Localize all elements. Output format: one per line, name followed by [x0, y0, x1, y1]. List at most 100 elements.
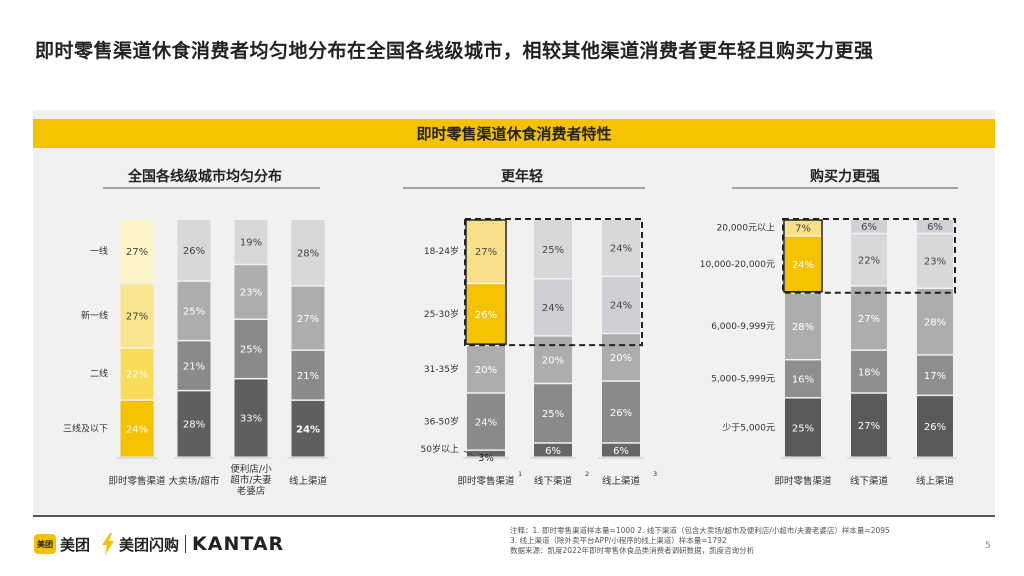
bar-segment [291, 286, 325, 350]
data-label: 24% [542, 303, 564, 314]
data-label: 6% [861, 222, 877, 233]
data-label: 27% [297, 314, 319, 325]
bar-segment [467, 284, 505, 345]
bar-segment [534, 443, 572, 457]
footnotes: 注释：1. 即时零售渠道样本量=1000 2. 线下渠道（包含大卖场/超市及便利… [510, 526, 890, 556]
page-title: 即时零售渠道休食消费者均匀地分布在全国各线级城市，相较其他渠道消费者更年轻且购买… [35, 40, 874, 62]
bar-segment [234, 319, 268, 378]
category-label: 超市/夫妻 [230, 474, 272, 486]
bar-segment [851, 286, 887, 350]
data-label: 26% [183, 246, 205, 257]
meituan-logo-badge: 美团 [34, 534, 56, 554]
data-label: 26% [475, 310, 497, 321]
data-label: 16% [792, 374, 814, 385]
bar-segment [467, 450, 505, 457]
data-label: 21% [297, 371, 319, 382]
bar-segment [785, 398, 821, 457]
data-label: 25% [542, 409, 564, 420]
data-label: 24% [792, 260, 814, 271]
bar-segment [602, 381, 640, 443]
leader-line [463, 450, 475, 457]
bar-segment [602, 443, 640, 457]
series-label: 三线及以下 [63, 422, 108, 434]
highlight-frame [782, 218, 956, 294]
bar-segment [291, 400, 325, 457]
chart-title: 全国各线级城市均匀分布 [127, 168, 282, 185]
bar-segment [785, 236, 821, 293]
data-label: 24% [610, 244, 632, 255]
series-label: 10,000-20,000元 [700, 260, 775, 270]
bar-segment [602, 277, 640, 333]
logo-separator [185, 535, 187, 553]
highlight-first-bar-outline [783, 219, 823, 293]
data-label: 6% [545, 446, 561, 457]
data-label: 7% [795, 223, 811, 234]
data-label: 33% [240, 414, 262, 425]
data-label: 18% [858, 367, 880, 378]
panel-banner: 即时零售渠道休食消费者特性 [33, 119, 995, 148]
category-label: 即时零售渠道 [774, 475, 832, 487]
footnote-line: 注释：1. 即时零售渠道样本量=1000 2. 线下渠道（包含大卖场/超市及便利… [510, 526, 890, 535]
data-label: 25% [542, 245, 564, 256]
bar-segment [291, 350, 325, 400]
data-label: 24% [610, 301, 632, 312]
category-label: 便利店/小 [230, 463, 272, 475]
data-label: 28% [297, 248, 319, 259]
bar-segment [234, 265, 268, 319]
data-label: 22% [126, 370, 148, 381]
bar-segment [534, 279, 572, 336]
data-label: 28% [924, 317, 946, 328]
data-label: 24% [296, 424, 320, 435]
bar-segment [917, 234, 953, 288]
bar-segment [917, 289, 953, 355]
bar-segment [917, 396, 953, 457]
series-label: 5,000-5,999元 [711, 374, 775, 384]
data-label: 26% [610, 408, 632, 419]
bar-segment [917, 355, 953, 395]
series-label: 50岁以上 [421, 443, 459, 455]
bar-segment [785, 293, 821, 359]
data-label: 23% [240, 288, 262, 299]
bar-segment [602, 220, 640, 276]
logo-bar: 美团 美团 美团闪购 KANTAR [34, 533, 284, 555]
series-label: 少于5,000元 [722, 422, 775, 433]
category-label: 即时零售渠道 [108, 475, 166, 487]
bar-segment [120, 348, 154, 400]
bar-segment [234, 379, 268, 457]
series-label: 20,000元以上 [717, 222, 776, 233]
bar-segment [234, 220, 268, 264]
footnote-line: 数据来源：凯度2022年即时零售休食品类消费者调研数据，凯度咨询分析 [510, 546, 755, 555]
data-label: 28% [792, 322, 814, 333]
chart-title: 购买力更强 [810, 168, 880, 185]
data-label: 26% [924, 422, 946, 433]
series-label: 6,000-9,999元 [711, 322, 775, 332]
page-number: 5 [985, 541, 991, 551]
category-label: 线上渠道 [602, 475, 641, 487]
highlight-first-bar-outline [465, 219, 507, 345]
category-footnote-mark: 2 [585, 470, 589, 478]
category-footnote-mark: 1 [518, 470, 522, 478]
bar-segment [851, 220, 887, 233]
lightning-bolt-icon [102, 533, 115, 555]
bar-segment [177, 281, 211, 340]
bar-segment [467, 220, 505, 283]
bar-segment [534, 220, 572, 278]
data-label: 27% [858, 421, 880, 432]
data-label: 3% [478, 453, 494, 464]
series-label: 新一线 [81, 309, 108, 321]
data-label: 25% [240, 345, 262, 356]
data-label: 24% [475, 417, 497, 428]
bar-segment [120, 220, 154, 283]
highlight-frame [464, 218, 643, 347]
series-label: 18-24岁 [424, 245, 459, 257]
data-label: 25% [792, 423, 814, 434]
data-label: 19% [240, 238, 262, 249]
chart-title: 更年轻 [501, 168, 543, 185]
data-label: 23% [924, 257, 946, 268]
bar-segment [851, 234, 887, 286]
category-label: 老婆店 [237, 485, 266, 497]
data-label: 27% [475, 247, 497, 258]
data-label: 20% [542, 355, 564, 366]
series-label: 31-35岁 [424, 363, 459, 375]
